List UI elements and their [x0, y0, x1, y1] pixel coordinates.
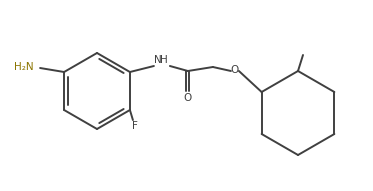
- Text: H₂N: H₂N: [15, 62, 34, 72]
- Text: H: H: [160, 55, 167, 65]
- Text: N: N: [154, 55, 162, 65]
- Text: O: O: [231, 65, 239, 75]
- Text: F: F: [132, 121, 138, 131]
- Text: O: O: [184, 93, 192, 103]
